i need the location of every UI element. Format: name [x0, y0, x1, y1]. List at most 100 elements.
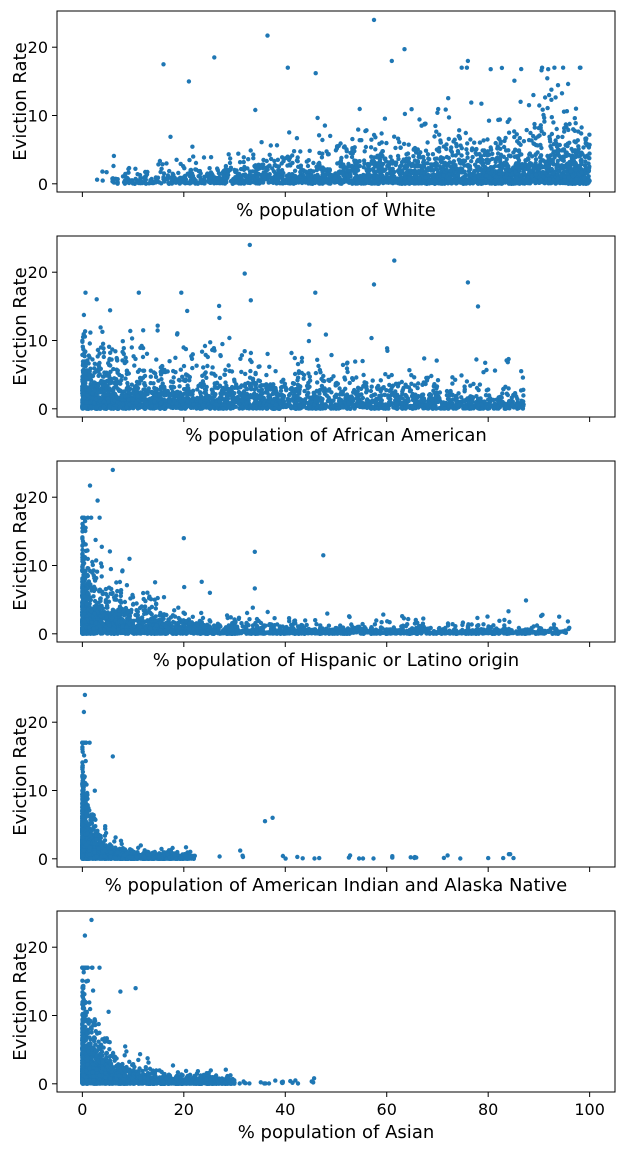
data-point: [333, 393, 339, 399]
data-point: [388, 154, 393, 159]
data-point: [498, 152, 504, 157]
data-point: [177, 384, 182, 389]
data-point: [173, 355, 178, 360]
data-point: [447, 160, 452, 165]
data-point: [129, 382, 134, 387]
data-point: [207, 166, 212, 171]
data-point: [278, 388, 284, 393]
data-point: [267, 364, 272, 369]
data-point: [226, 404, 232, 410]
data-point: [255, 175, 260, 180]
data-point: [458, 161, 463, 166]
data-point: [307, 322, 312, 327]
data-point: [292, 168, 298, 173]
data-point: [515, 176, 520, 182]
data-point: [419, 181, 424, 186]
data-point: [487, 181, 493, 186]
panel-white-y-axis-label: Eviction Rate: [10, 42, 31, 160]
data-point: [496, 396, 501, 401]
data-point: [422, 161, 427, 167]
data-point: [574, 177, 579, 182]
data-point: [577, 164, 582, 169]
data-point: [479, 101, 484, 106]
data-point: [274, 163, 279, 169]
data-point: [137, 172, 143, 178]
data-point: [139, 180, 145, 186]
data-point: [98, 325, 103, 330]
data-point: [267, 152, 272, 157]
data-point: [198, 178, 203, 183]
data-point: [370, 166, 376, 172]
y-tick-label: 0: [38, 175, 48, 194]
data-point: [372, 400, 378, 405]
data-point: [438, 181, 443, 186]
data-point: [344, 149, 349, 154]
data-point: [469, 148, 475, 153]
data-point: [434, 156, 439, 161]
data-point: [136, 290, 141, 295]
data-point: [398, 168, 403, 173]
data-point: [503, 135, 508, 141]
data-point: [388, 178, 394, 184]
data-point: [518, 142, 523, 147]
data-point: [555, 134, 561, 140]
data-point: [446, 176, 451, 182]
data-point: [393, 381, 399, 386]
data-point: [416, 381, 421, 386]
data-point: [316, 133, 322, 138]
data-point: [338, 397, 344, 403]
data-point: [518, 99, 523, 105]
data-point: [297, 174, 302, 179]
data-point: [352, 169, 358, 174]
data-point: [207, 178, 212, 184]
data-point: [298, 169, 303, 175]
data-point: [541, 170, 547, 175]
data-point: [472, 176, 477, 181]
data-point: [537, 103, 542, 108]
data-point: [177, 179, 183, 185]
data-point: [280, 180, 285, 185]
data-point: [423, 175, 428, 180]
data-point: [404, 152, 409, 157]
data-point: [295, 178, 301, 183]
data-point: [104, 170, 109, 175]
data-point: [511, 150, 516, 155]
data-point: [545, 105, 550, 111]
data-point: [295, 385, 301, 390]
data-point: [577, 150, 583, 156]
data-point: [392, 134, 397, 139]
data-point: [352, 387, 357, 393]
data-point: [397, 164, 403, 169]
data-point: [170, 384, 176, 390]
data-point: [368, 145, 374, 150]
data-point: [484, 160, 490, 165]
data-point: [305, 163, 311, 169]
data-point: [171, 391, 176, 396]
data-point: [370, 378, 375, 383]
data-point: [542, 95, 548, 100]
data-point: [390, 384, 395, 389]
data-point: [341, 145, 347, 150]
data-point: [559, 157, 565, 162]
data-point: [430, 152, 436, 157]
data-point: [209, 371, 214, 376]
data-point: [572, 155, 578, 160]
data-point: [448, 388, 453, 394]
data-point: [432, 134, 437, 139]
data-point: [248, 368, 253, 374]
data-point: [126, 386, 131, 392]
data-point: [536, 125, 541, 131]
data-point: [436, 170, 441, 175]
data-point: [239, 353, 245, 358]
data-point: [548, 139, 553, 144]
data-point: [123, 376, 128, 381]
data-point: [80, 334, 86, 340]
data-point: [546, 164, 551, 169]
data-point: [457, 134, 462, 140]
data-point: [311, 160, 316, 166]
data-point: [546, 67, 551, 72]
data-point: [101, 354, 107, 360]
data-point: [305, 394, 310, 399]
data-point: [424, 378, 430, 383]
data-point: [471, 381, 476, 387]
